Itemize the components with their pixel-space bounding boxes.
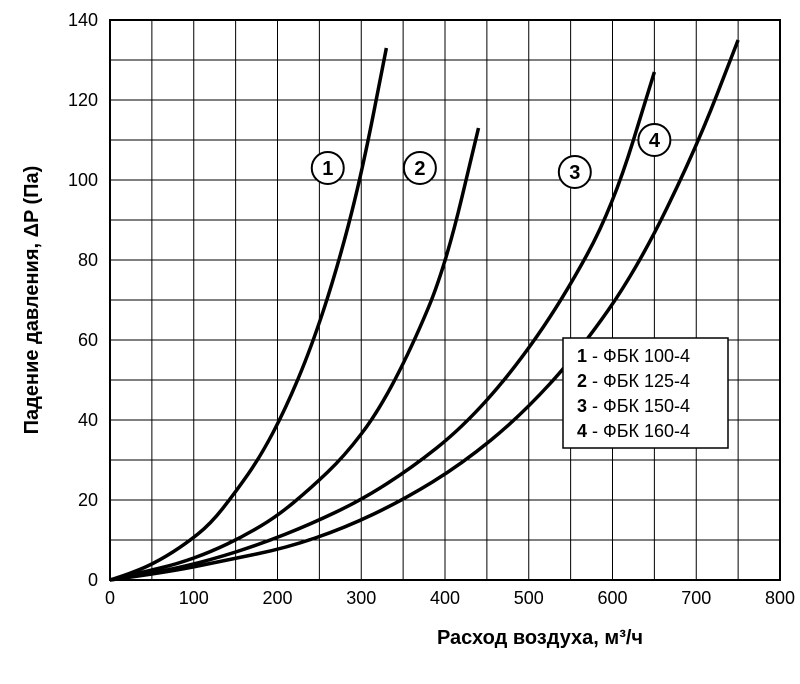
pressure-flow-chart: 0 100 200 300 400 500 600 700 800 0 20 40 60 80 100 120… bbox=[0, 0, 800, 684]
y-tick-label: 140 bbox=[68, 10, 98, 30]
y-tick-label: 80 bbox=[78, 250, 98, 270]
y-tick-label: 20 bbox=[78, 490, 98, 510]
x-tick-label: 700 bbox=[681, 588, 711, 608]
x-tick-label: 600 bbox=[597, 588, 627, 608]
legend-item: 4 - ФБК 160-4 bbox=[577, 421, 690, 441]
y-tick-label: 40 bbox=[78, 410, 98, 430]
curve-marker-label: 2 bbox=[414, 158, 425, 180]
x-tick-label: 800 bbox=[765, 588, 795, 608]
x-tick-label: 0 bbox=[105, 588, 115, 608]
curve-marker-label: 1 bbox=[322, 158, 333, 180]
legend-item: 2 - ФБК 125-4 bbox=[577, 371, 690, 391]
y-tick-label: 120 bbox=[68, 90, 98, 110]
legend-item: 1 - ФБК 100-4 bbox=[577, 346, 690, 366]
chart-container: 0 100 200 300 400 500 600 700 800 0 20 40 60 80 100 120… bbox=[0, 0, 800, 684]
y-axis-label: Падение давления, ΔP (Па) bbox=[21, 166, 43, 435]
curve-marker-label: 4 bbox=[649, 130, 661, 152]
x-tick-label: 300 bbox=[346, 588, 376, 608]
x-axis-label: Расход воздуха, м³/ч bbox=[437, 627, 643, 649]
curve-marker-label: 3 bbox=[569, 162, 580, 184]
x-tick-label: 500 bbox=[514, 588, 544, 608]
x-tick-label: 100 bbox=[179, 588, 209, 608]
x-tick-label: 400 bbox=[430, 588, 460, 608]
y-tick-label: 0 bbox=[88, 570, 98, 590]
x-tick-label: 200 bbox=[262, 588, 292, 608]
y-tick-label: 100 bbox=[68, 170, 98, 190]
legend-item: 3 - ФБК 150-4 bbox=[577, 396, 690, 416]
y-tick-label: 60 bbox=[78, 330, 98, 350]
